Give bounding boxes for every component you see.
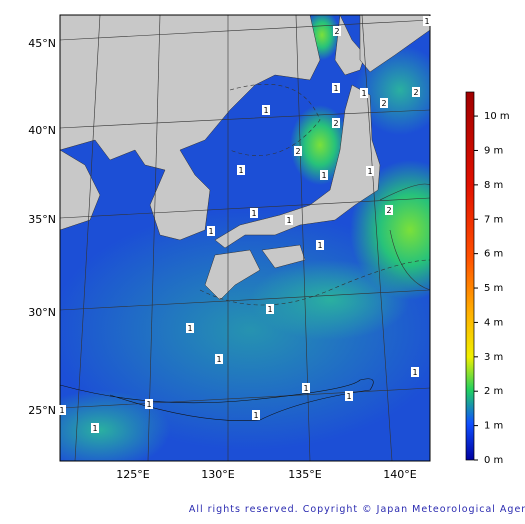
lat-label: 40°N bbox=[28, 124, 56, 137]
contour-label: 2 bbox=[334, 27, 339, 36]
contour-label: 1 bbox=[238, 166, 243, 175]
contour-label-box bbox=[91, 423, 99, 433]
contour-label-box bbox=[252, 410, 260, 420]
colorbar-label: 9 m bbox=[484, 145, 503, 156]
lat-label: 45°N bbox=[28, 37, 56, 50]
colorbar-label: 2 m bbox=[484, 386, 503, 397]
contour-label-box bbox=[380, 98, 388, 108]
contour-label-box bbox=[316, 240, 324, 250]
contour-label: 1 bbox=[216, 355, 221, 364]
contour-label: 1 bbox=[92, 424, 97, 433]
contour-label: 1 bbox=[267, 305, 272, 314]
contour-label: 2 bbox=[413, 88, 418, 97]
contour-label: 1 bbox=[367, 167, 372, 176]
contour-label-box bbox=[332, 83, 340, 93]
contour-label-box bbox=[58, 405, 66, 415]
contour-label-box bbox=[215, 354, 223, 364]
colorbar bbox=[465, 91, 475, 461]
contour-label-box bbox=[294, 146, 302, 156]
contour-label: 1 bbox=[424, 17, 429, 26]
contour-label: 1 bbox=[208, 227, 213, 236]
contour-label: 1 bbox=[263, 106, 268, 115]
contour-label: 1 bbox=[321, 171, 326, 180]
contour-label: 1 bbox=[361, 89, 366, 98]
colorbar-label: 4 m bbox=[484, 317, 503, 328]
contour-label: 1 bbox=[146, 400, 151, 409]
contour-label-box bbox=[360, 88, 368, 98]
contour-label: 2 bbox=[295, 147, 300, 156]
contour-label: 1 bbox=[303, 384, 308, 393]
contour-label-box bbox=[385, 205, 393, 215]
colorbar-label: 7 m bbox=[484, 214, 503, 225]
contour-label: 2 bbox=[381, 99, 386, 108]
contour-label: 2 bbox=[386, 206, 391, 215]
contour-label-box bbox=[266, 304, 274, 314]
contour-label-box bbox=[262, 105, 270, 115]
contour-label-box bbox=[332, 118, 340, 128]
lon-label: 140°E bbox=[383, 468, 416, 481]
contour-label-box bbox=[302, 383, 310, 393]
contour-label-box bbox=[423, 16, 431, 26]
lon-label: 130°E bbox=[201, 468, 234, 481]
contour-label-box bbox=[145, 399, 153, 409]
contour-label-box bbox=[186, 323, 194, 333]
lat-label: 25°N bbox=[28, 404, 56, 417]
contour-label-box bbox=[412, 87, 420, 97]
lon-label: 135°E bbox=[288, 468, 321, 481]
contour-label: 1 bbox=[333, 84, 338, 93]
contour-label: 2 bbox=[333, 119, 338, 128]
contour-label-box bbox=[366, 166, 374, 176]
contour-label-box bbox=[411, 367, 419, 377]
colorbar-label: 3 m bbox=[484, 352, 503, 363]
map-frame bbox=[59, 14, 431, 462]
contour-label: 1 bbox=[251, 209, 256, 218]
contour-label-box bbox=[320, 170, 328, 180]
contour-label: 1 bbox=[187, 324, 192, 333]
lat-label: 30°N bbox=[28, 306, 56, 319]
colorbar-label: 5 m bbox=[484, 283, 503, 294]
contour-label: 1 bbox=[286, 216, 291, 225]
colorbar-label: 1 m bbox=[484, 421, 503, 432]
contour-label: 1 bbox=[59, 406, 64, 415]
colorbar-label: 8 m bbox=[484, 180, 503, 191]
contour-label-box bbox=[333, 26, 341, 36]
contour-label: 1 bbox=[253, 411, 258, 420]
contour-label-box bbox=[250, 208, 258, 218]
contour-label: 1 bbox=[412, 368, 417, 377]
contour-label-box bbox=[237, 165, 245, 175]
contour-label: 1 bbox=[346, 392, 351, 401]
contour-label-box bbox=[207, 226, 215, 236]
colorbar-label: 0 m bbox=[484, 455, 503, 466]
copyright: All rights reserved. Copyright © Japan M… bbox=[189, 504, 525, 515]
contour-label-box bbox=[285, 215, 293, 225]
lat-label: 35°N bbox=[28, 213, 56, 226]
lon-label: 125°E bbox=[116, 468, 149, 481]
contour-label: 1 bbox=[317, 241, 322, 250]
colorbar-label: 6 m bbox=[484, 249, 503, 260]
map-area bbox=[60, 15, 430, 461]
contour-label-box bbox=[345, 391, 353, 401]
colorbar-label: 10 m bbox=[484, 111, 510, 122]
